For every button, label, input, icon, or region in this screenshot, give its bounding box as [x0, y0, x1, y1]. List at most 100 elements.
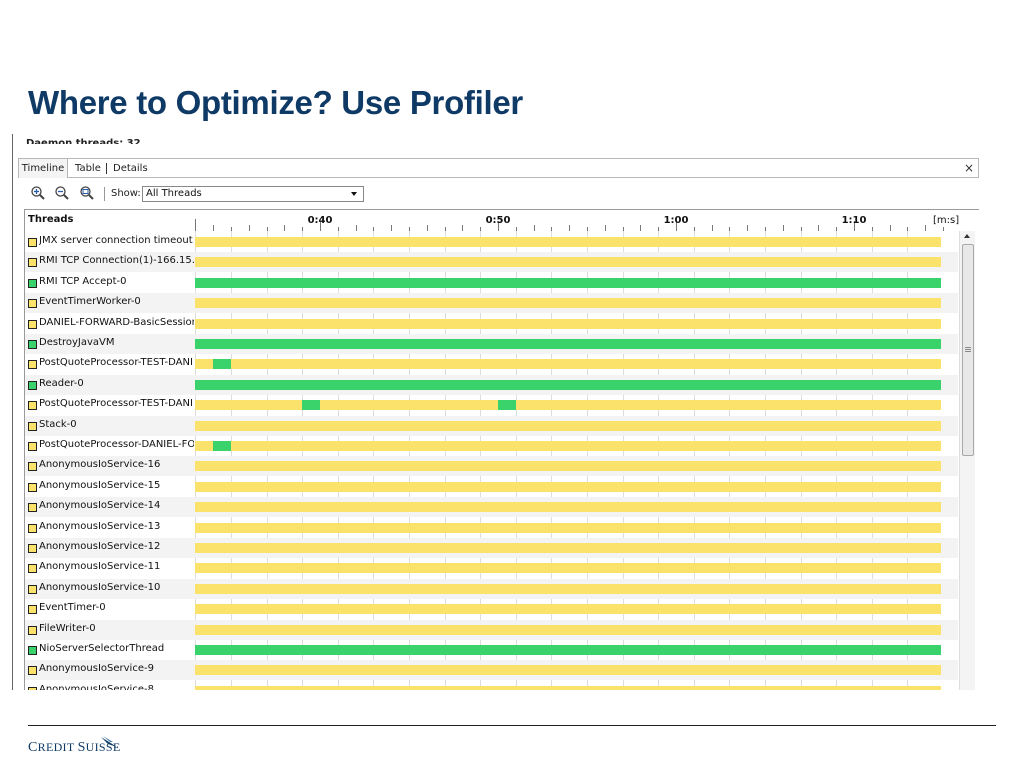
- thread-row[interactable]: Stack-0: [25, 415, 958, 436]
- ruler-tick: [836, 227, 838, 231]
- tab-table[interactable]: Table: [75, 163, 101, 174]
- thread-name-cell: EventTimerWorker-0: [25, 293, 194, 313]
- ruler-tick: [765, 227, 766, 231]
- thread-name: NioServerSelectorThread: [39, 643, 165, 654]
- logo-word: REDIT: [37, 740, 78, 754]
- thread-name-cell: Reader-0: [25, 375, 194, 395]
- thread-name: AnonymousIoService-16: [39, 459, 161, 471]
- thread-state-bar: [195, 237, 941, 247]
- ruler-tick: [676, 221, 677, 231]
- thread-name: PostQuoteProcessor-TEST-DANI...: [39, 357, 194, 369]
- thread-row[interactable]: AnonymousIoService-14: [25, 497, 958, 518]
- thread-state-bar: [195, 379, 941, 390]
- ruler-tick: [658, 227, 660, 231]
- thread-name-cell: PostQuoteProcessor-TEST-DANI...: [25, 395, 194, 415]
- ruler-tick: [266, 227, 268, 231]
- thread-state-bar: [195, 461, 941, 472]
- ruler-tick: [871, 227, 873, 231]
- thread-state-swatch: [28, 605, 37, 615]
- thread-row[interactable]: EventTimerWorker-0: [25, 293, 958, 314]
- scroll-up-arrow-icon[interactable]: [964, 234, 970, 238]
- ruler-tick: [782, 225, 784, 231]
- thread-row[interactable]: RMI TCP Accept-0: [25, 273, 958, 293]
- thread-row[interactable]: PostQuoteProcessor-DANIEL-FO...: [25, 436, 958, 456]
- ruler-tick: [800, 227, 802, 231]
- thread-row[interactable]: JMX server connection timeout 72: [25, 232, 958, 252]
- thread-row[interactable]: Reader-0: [25, 374, 958, 395]
- thread-state-bar: [195, 624, 941, 635]
- thread-name-cell: NioServerSelectorThread: [25, 640, 194, 660]
- thread-state-bar: [195, 400, 941, 411]
- threads-column-header: Threads: [28, 214, 74, 225]
- thread-row[interactable]: AnonymousIoService-10: [25, 578, 958, 599]
- ruler-tick: [693, 227, 695, 231]
- thread-name: PostQuoteProcessor-DANIEL-FO...: [39, 439, 194, 450]
- thread-name: AnonymousIoService-9: [39, 663, 154, 675]
- close-icon[interactable]: ×: [963, 161, 974, 175]
- thread-name-cell: AnonymousIoService-16: [25, 456, 194, 476]
- ruler-tick: [551, 227, 553, 231]
- ruler-tick: [515, 227, 517, 231]
- thread-row[interactable]: AnonymousIoService-9: [25, 660, 958, 681]
- thread-row[interactable]: PostQuoteProcessor-TEST-DANI...: [25, 395, 958, 415]
- thread-row[interactable]: AnonymousIoService-11: [25, 558, 958, 578]
- ruler-label: 0:40: [307, 215, 333, 226]
- thread-row[interactable]: AnonymousIoService-15: [25, 477, 958, 497]
- thread-state-swatch: [28, 319, 37, 329]
- thread-state-swatch: [28, 421, 37, 431]
- thread-name-cell: PostQuoteProcessor-DANIEL-FO...: [25, 436, 194, 456]
- thread-filter-select[interactable]: All Threads: [142, 186, 364, 202]
- ruler-tick: [943, 227, 944, 231]
- thread-name-cell: DANIEL-FORWARD-BasicSession...: [25, 314, 194, 334]
- thread-row[interactable]: RMI TCP Connection(1)-166.15....: [25, 252, 958, 273]
- thread-state-bar: [195, 257, 941, 268]
- ruler-tick: [818, 225, 820, 231]
- thread-name-cell: AnonymousIoService-11: [25, 558, 194, 578]
- thread-name: DANIEL-FORWARD-BasicSession...: [39, 316, 194, 328]
- thread-name: AnonymousIoService-11: [39, 561, 161, 573]
- thread-row[interactable]: AnonymousIoService-16: [25, 456, 958, 477]
- thread-row[interactable]: DANIEL-FORWARD-BasicSession...: [25, 314, 958, 334]
- thread-name-cell: RMI TCP Connection(1)-166.15....: [25, 252, 194, 272]
- vertical-scrollbar[interactable]: [959, 231, 975, 690]
- tab-details[interactable]: Details: [113, 163, 148, 174]
- thread-name-cell: FileWriter-0: [25, 620, 194, 640]
- thread-state-swatch: [28, 686, 37, 690]
- zoom-fit-icon[interactable]: [79, 185, 95, 201]
- thread-row[interactable]: AnonymousIoService-13: [25, 518, 958, 538]
- ruler-tick: [729, 227, 731, 231]
- thread-name: AnonymousIoService-13: [39, 520, 161, 532]
- thread-row[interactable]: FileWriter-0: [25, 619, 958, 640]
- thread-name: FileWriter-0: [39, 622, 96, 634]
- thread-row[interactable]: NioServerSelectorThread: [25, 640, 958, 660]
- tab-timeline[interactable]: Timeline: [18, 159, 68, 178]
- thread-state-swatch: [28, 258, 37, 268]
- sail-logo-icon: [101, 736, 117, 747]
- time-ruler: Threads [m:s] 0:40 0:50 1:00 1:10: [25, 210, 974, 231]
- thread-state-bar: [195, 665, 941, 676]
- ruler-tick: [889, 225, 891, 231]
- thread-state-bar: [195, 502, 941, 513]
- thread-state-bar: [195, 481, 941, 492]
- scroll-thumb[interactable]: [962, 244, 974, 456]
- zoom-out-icon[interactable]: [54, 185, 70, 201]
- thread-row[interactable]: DestroyJavaVM: [25, 334, 958, 354]
- ruler-tick: [444, 227, 446, 231]
- thread-row[interactable]: AnonymousIoService-8: [25, 681, 958, 690]
- thread-state-bar: [195, 563, 941, 574]
- thread-row[interactable]: PostQuoteProcessor-TEST-DANI...: [25, 354, 958, 374]
- grip-line: [965, 349, 971, 350]
- ruler-label: 1:00: [663, 215, 689, 226]
- ruler-tick: [480, 227, 482, 231]
- thread-name-cell: DestroyJavaVM: [25, 334, 194, 354]
- zoom-in-icon[interactable]: [30, 185, 46, 201]
- ruler-tick: [373, 227, 375, 231]
- thread-name: Stack-0: [39, 418, 77, 430]
- cutoff-label: Daemon threads: 32: [26, 138, 141, 144]
- ruler-label: 0:50: [485, 215, 511, 226]
- thread-state-bar: [195, 359, 941, 370]
- tab-bar: Timeline Table Details ×: [18, 158, 979, 178]
- thread-row[interactable]: AnonymousIoService-12: [25, 538, 958, 558]
- thread-row[interactable]: EventTimer-0: [25, 599, 958, 619]
- ruler-tick: [391, 225, 393, 231]
